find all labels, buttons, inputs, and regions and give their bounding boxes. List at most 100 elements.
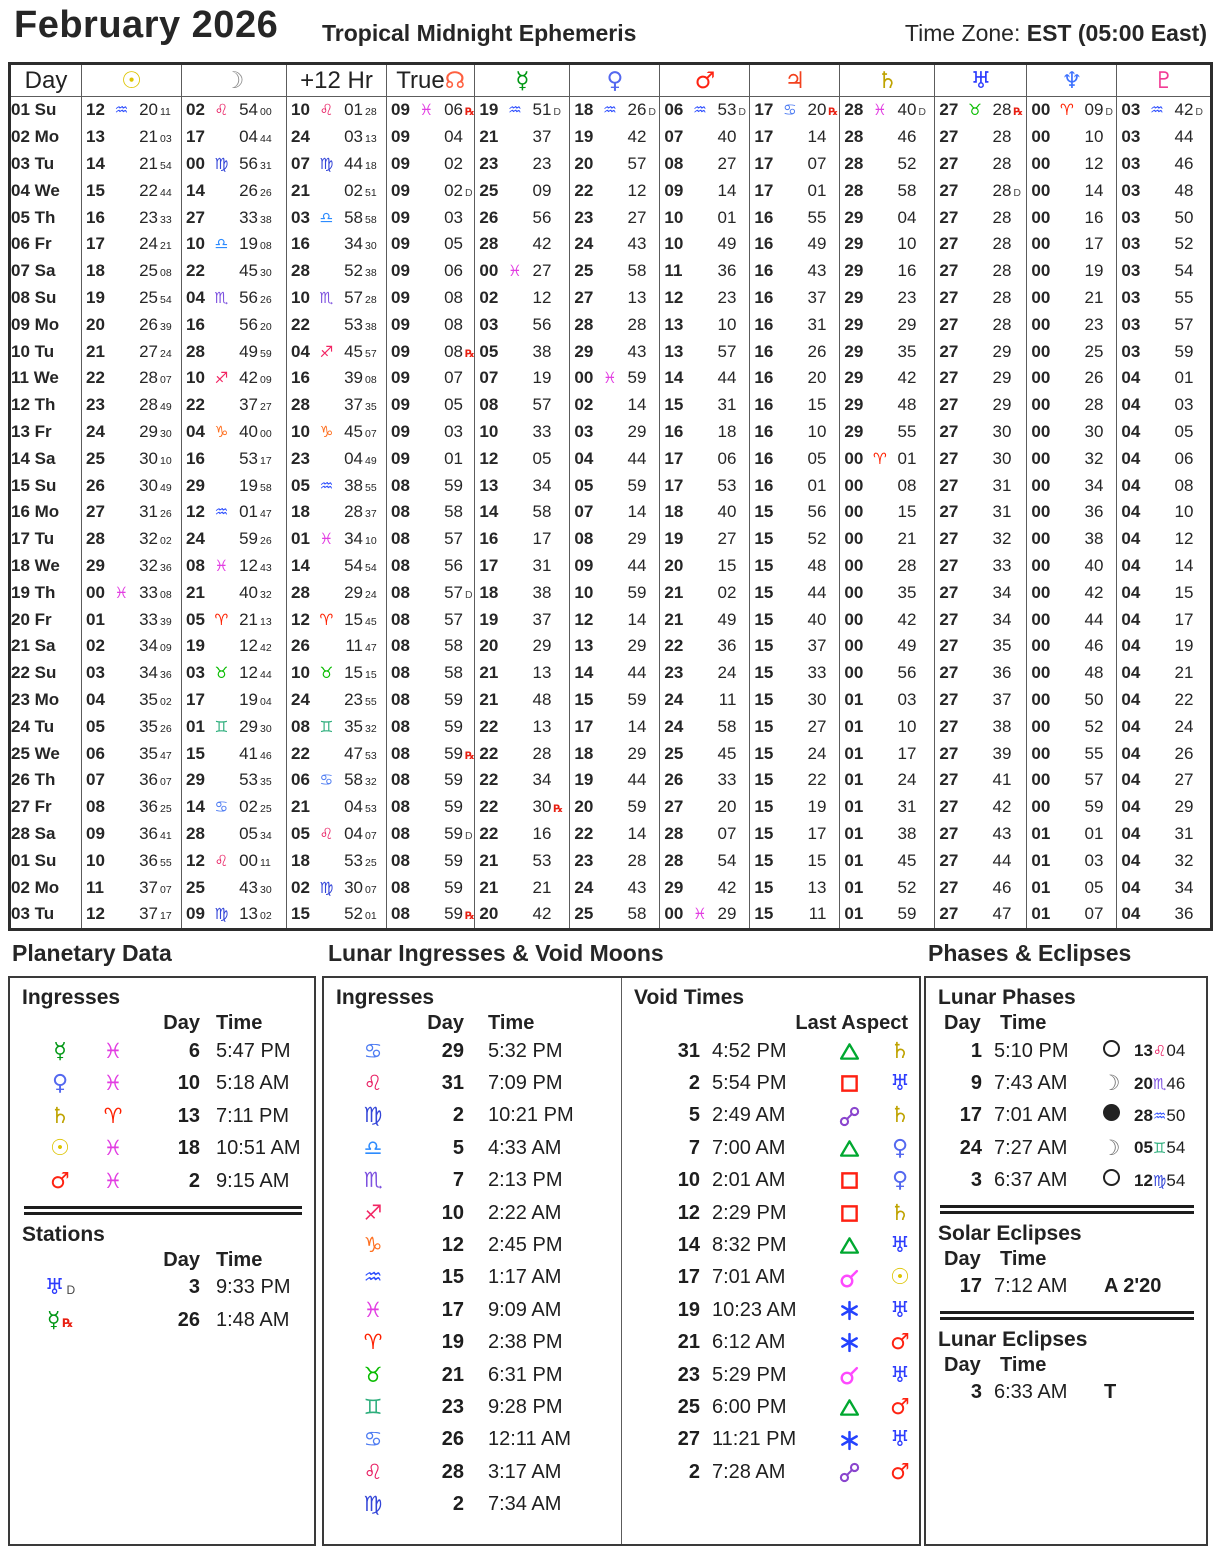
scorpio-sign-icon: ♏ xyxy=(214,288,229,307)
ephemeris-row: 13 Fr 24 29 30 04 ♑ 40 00 10 ♑ 45 07 09 03 10 33 03 29 16 1… xyxy=(10,418,1212,446)
cell-sun: 13 21 03 xyxy=(81,123,182,151)
cell-saturn: 01 45 xyxy=(839,847,935,875)
quarter-moon-icon: ☽ xyxy=(1101,1135,1121,1160)
cell-saturn: 29 04 xyxy=(839,204,935,231)
void-time-row: 27 11:21 PM ♅ xyxy=(677,1427,910,1453)
lunar-ingresses-columns: Day Time xyxy=(334,1012,613,1035)
lunar-ingress-row: ♍ 2 10:21 PM xyxy=(363,1103,574,1128)
cell-pluto: 04 17 xyxy=(1116,606,1212,633)
cell-mars: 21 02 xyxy=(659,579,750,607)
cell-mercury: 13 34 xyxy=(474,472,570,499)
saturn-icon: ♄ xyxy=(890,1103,910,1129)
cell-sun: 11 37 07 xyxy=(81,874,182,901)
neptune-icon: ♆ xyxy=(1061,67,1083,94)
cell-plus12hr: 18 53 25 xyxy=(286,847,387,875)
cell-jupiter: 16 43 xyxy=(749,257,840,285)
cell-day: 11 We xyxy=(11,368,59,388)
retrograde-mark: ℞ xyxy=(465,106,475,119)
cell-day: 19 Th xyxy=(11,582,56,602)
col-sun: ☉ xyxy=(81,63,182,97)
cell-pluto: 04 19 xyxy=(1116,632,1212,660)
void-time-row: 31 4:52 PM ♄ xyxy=(677,1038,910,1064)
cell-uranus: 27 34 xyxy=(934,606,1027,633)
cell-pluto: 03 59 xyxy=(1116,338,1212,365)
cell-plus12hr: 10 ♌ 01 28 xyxy=(286,96,387,124)
cell-mars: 24 11 xyxy=(659,686,750,714)
cell-true-node: 08 58 xyxy=(385,498,475,526)
direct-mark: D xyxy=(465,186,473,199)
cell-pluto: 04 01 xyxy=(1116,364,1212,392)
cell-saturn: 29 42 xyxy=(839,364,935,392)
direct-mark: D xyxy=(738,106,747,119)
cell-uranus: 27 29 xyxy=(934,364,1027,392)
col-mercury: ☿ xyxy=(474,63,570,97)
cell-moon: 19 12 42 xyxy=(181,632,287,660)
cell-plus12hr: 05 ♌ 04 07 xyxy=(286,820,387,848)
day-column-label: Day xyxy=(163,1248,200,1271)
cell-sun: 04 35 02 xyxy=(81,686,182,714)
lunar-ingress-row: ♍ 2 7:34 AM xyxy=(363,1492,562,1517)
cell-plus12hr: 28 29 24 xyxy=(286,579,387,607)
planetary-ingresses-heading: Ingresses xyxy=(22,986,121,1009)
gemini-sign-icon: ♊ xyxy=(319,717,334,736)
uranus-icon: ♅ xyxy=(890,1071,910,1097)
cell-jupiter: 16 31 xyxy=(749,311,840,339)
direct-mark: D xyxy=(648,106,657,119)
pisces-sign-icon: ♓ xyxy=(363,1297,383,1322)
cell-neptune: 00 10 xyxy=(1026,123,1117,151)
solar-eclipses-columns: Day Time xyxy=(936,1248,1198,1271)
cell-jupiter: 17 ♋ 20 ℞ xyxy=(749,96,840,124)
cell-venus: 19 42 xyxy=(569,123,660,151)
cell-sun: 01 33 39 xyxy=(81,606,182,633)
cell-neptune: 00 19 xyxy=(1026,257,1117,285)
cell-mercury: 21 37 xyxy=(474,123,570,151)
retrograde-mark: ℞ xyxy=(828,106,838,119)
cell-sun: 14 21 54 xyxy=(81,150,182,178)
cell-neptune: 00 42 xyxy=(1026,579,1117,607)
virgo-sign-icon: ♍ xyxy=(363,1103,383,1128)
lunar-ingress-row: ♐ 10 2:22 AM xyxy=(363,1200,562,1225)
cell-plus12hr: 08 ♊ 35 32 xyxy=(286,713,387,741)
cell-plus12hr: 06 ♋ 58 32 xyxy=(286,766,387,794)
cell-mars: 25 45 xyxy=(659,740,750,767)
time-column-label: Time xyxy=(216,1248,263,1271)
cell-jupiter: 15 44 xyxy=(749,579,840,607)
leo-sign-icon: ♌ xyxy=(214,851,229,870)
cell-moon: 12 ♌ 00 11 xyxy=(181,847,287,875)
cell-mercury: 21 21 xyxy=(474,874,570,901)
direct-mark: D xyxy=(1105,106,1114,119)
cell-neptune: 01 05 xyxy=(1026,874,1117,901)
cell-mercury: 20 29 xyxy=(474,632,570,660)
cell-venus: 22 14 xyxy=(569,820,660,848)
cell-uranus: 27 29 xyxy=(934,391,1027,419)
cell-venus: 05 59 xyxy=(569,472,660,499)
sun-icon: ☉ xyxy=(890,1265,910,1291)
cell-sun: 18 25 08 xyxy=(81,257,182,285)
lunar-phases-heading: Lunar Phases xyxy=(938,986,1076,1009)
cell-jupiter: 15 27 xyxy=(749,713,840,741)
cell-pluto: 04 21 xyxy=(1116,659,1212,687)
libra-sign-icon: ♎ xyxy=(319,208,334,227)
cell-saturn: 28 ♓ 40 D xyxy=(839,96,935,124)
cell-mercury: 03 56 xyxy=(474,311,570,339)
saturn-icon: ♄ xyxy=(50,1103,70,1129)
ephemeris-row: 22 Su 03 34 36 03 ♉ 12 44 10 ♉ 15 15 08 58 21 13 14 44 23 2… xyxy=(10,659,1212,687)
cell-sun: 20 26 39 xyxy=(81,311,182,339)
cell-day: 17 Tu xyxy=(11,529,55,549)
cell-pluto: 04 36 xyxy=(1116,900,1212,930)
day-column-label: Day xyxy=(944,1012,981,1034)
cell-moon: 01 ♊ 29 30 xyxy=(181,713,287,741)
ephemeris-header: Day ☉ ☽ +12 Hr True☊ ☿ ♀ ♂ ♃ ♄ ♅ ♆ ♇ xyxy=(9,63,1212,97)
ephemeris-row: 23 Mo 04 35 02 17 19 04 24 23 55 08 59 21 48 15 59 24 11 1… xyxy=(10,686,1212,714)
cell-sun: 09 36 41 xyxy=(81,820,182,848)
cell-day: 27 Fr xyxy=(11,797,52,817)
cell-true-node: 08 57 xyxy=(385,606,475,633)
cell-venus: 27 13 xyxy=(569,284,660,312)
cell-mercury: 22 16 xyxy=(474,820,570,848)
last-aspect-label: Last Aspect xyxy=(795,1012,908,1034)
scorpio-sign-icon: ♏ xyxy=(1152,1074,1167,1093)
cell-true-node: 08 57 xyxy=(385,525,475,553)
lunar-eclipses-heading: Lunar Eclipses xyxy=(938,1327,1088,1351)
lunar-phase-row: 24 7:27 AM ☽ 05♊54 xyxy=(936,1132,1198,1164)
col-true-node: True☊ xyxy=(385,63,475,97)
